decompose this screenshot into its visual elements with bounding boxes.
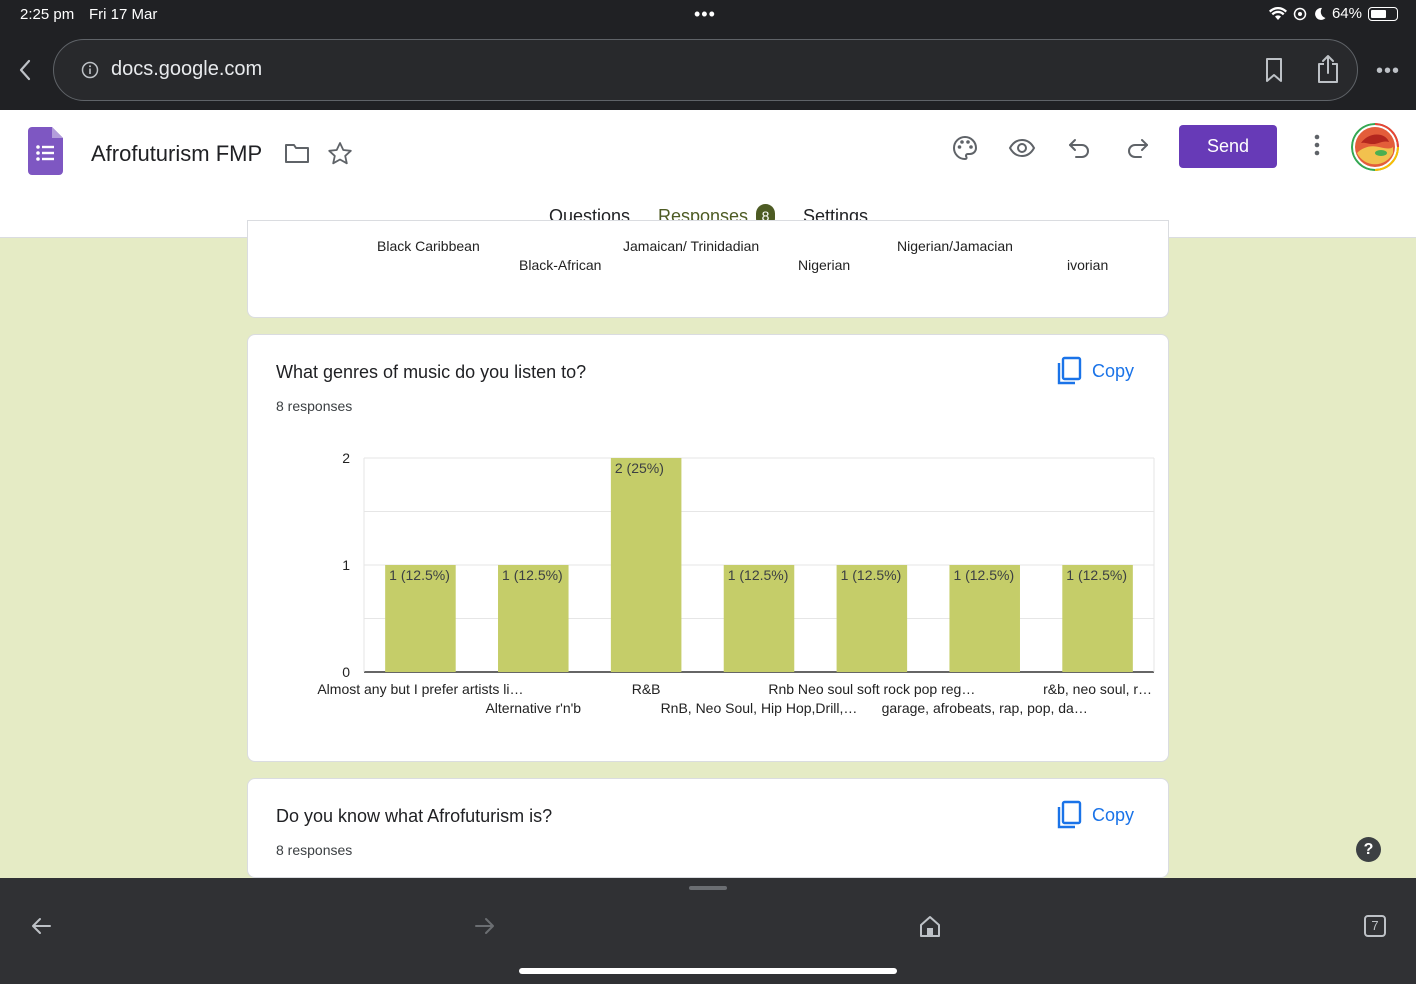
folder-icon[interactable]: [284, 142, 310, 164]
y-tick-label: 2: [342, 450, 350, 466]
send-button[interactable]: Send: [1179, 125, 1277, 168]
account-avatar[interactable]: [1351, 123, 1399, 171]
undo-icon[interactable]: [1066, 134, 1094, 162]
wifi-icon: [1268, 6, 1287, 20]
chart-bar: [385, 565, 456, 672]
address-bar[interactable]: docs.google.com: [53, 39, 1358, 101]
prev-chart-x-label: Black Caribbean: [377, 238, 480, 254]
battery-icon: [1368, 6, 1398, 21]
copy-label: Copy: [1092, 360, 1135, 381]
battery-fill: [1371, 9, 1387, 18]
prev-chart-x-label: Black-African: [519, 257, 602, 273]
prev-chart-x-label: Nigerian/Jamacian: [897, 238, 1013, 254]
prev-chart-x-label: ivorian: [1067, 257, 1109, 273]
response-count: 8 responses: [276, 398, 353, 414]
share-icon[interactable]: [1316, 54, 1340, 84]
moon-icon: [1315, 7, 1326, 20]
bookmark-icon[interactable]: [1264, 57, 1284, 83]
prev-chart-x-label: Nigerian: [798, 257, 851, 273]
bar-data-label: 1 (12.5%): [841, 567, 902, 583]
previous-question-card: Black Caribbean Black-African Jamaican/ …: [247, 220, 1169, 318]
x-tick-label: RnB, Neo Soul, Hip Hop,Drill,…: [661, 700, 858, 716]
x-tick-label: r&b, neo soul, r…: [1043, 681, 1152, 697]
more-menu-icon[interactable]: •••: [1376, 60, 1401, 82]
chart-bar: [949, 565, 1020, 672]
bar-data-label: 1 (12.5%): [1066, 567, 1127, 583]
help-button[interactable]: ?: [1356, 837, 1381, 862]
forms-header: Afrofuturism FMP Send Questions Response…: [0, 110, 1416, 238]
redo-icon[interactable]: [1123, 134, 1151, 162]
back-arrow-icon[interactable]: [29, 914, 53, 938]
info-icon[interactable]: [81, 61, 99, 79]
prev-chart-x-label: Jamaican/ Trinidadian: [623, 238, 760, 254]
location-lock-icon: [1293, 7, 1307, 20]
genres-bar-chart: 0 1 2 1 (12.5%) Almost any but I prefer arti…: [317, 450, 1155, 716]
question-card-afrofuturism: Do you know what Afrofuturism is? 8 resp…: [247, 778, 1169, 878]
status-right: 64%: [1268, 5, 1398, 22]
palette-icon[interactable]: [951, 134, 979, 162]
x-tick-label: garage, afrobeats, rap, pop, da…: [882, 700, 1088, 716]
google-forms-logo-icon[interactable]: [28, 127, 63, 175]
x-tick-label: R&B: [632, 681, 661, 697]
question-title: What genres of music do you listen to?: [276, 362, 587, 382]
response-count: 8 responses: [276, 842, 353, 858]
bar-data-label: 1 (12.5%): [502, 567, 563, 583]
x-tick-label: Rnb Neo soul soft rock pop reg…: [768, 681, 975, 697]
bar-data-label: 1 (12.5%): [953, 567, 1014, 583]
status-date: Fri 17 Mar: [89, 6, 158, 23]
bar-data-label: 1 (12.5%): [728, 567, 789, 583]
star-icon[interactable]: [327, 141, 353, 165]
x-tick-label: Alternative r'n'b: [485, 700, 581, 716]
more-vert-icon[interactable]: [1307, 132, 1327, 158]
copy-chart-button[interactable]: Copy: [1056, 800, 1134, 830]
tab-switcher-button[interactable]: 7: [1364, 915, 1386, 937]
form-title[interactable]: Afrofuturism FMP: [91, 141, 263, 166]
y-tick-label: 0: [342, 664, 350, 680]
y-tick-label: 1: [342, 557, 350, 573]
sheet-grabber[interactable]: [689, 886, 727, 890]
home-indicator[interactable]: [519, 968, 897, 974]
bar-data-label: 2 (25%): [615, 460, 664, 476]
url-text: docs.google.com: [111, 58, 263, 80]
chart-bar: [836, 565, 908, 672]
multitasking-dots[interactable]: •••: [694, 4, 716, 24]
copy-icon: [1057, 800, 1082, 829]
chevron-left-icon[interactable]: [14, 57, 38, 83]
status-time: 2:25 pm: [20, 6, 75, 23]
chart-bar: [723, 565, 795, 672]
forward-arrow-icon[interactable]: [473, 914, 497, 938]
home-icon[interactable]: [918, 914, 942, 938]
chart-bar: [498, 565, 569, 672]
copy-label: Copy: [1092, 804, 1135, 825]
preview-eye-icon[interactable]: [1008, 134, 1036, 162]
browser-toolbar: docs.google.com •••: [0, 30, 1416, 110]
chart-bar: [1062, 565, 1133, 672]
question-card-genres: What genres of music do you listen to? 8…: [247, 334, 1169, 762]
copy-chart-button[interactable]: Copy: [1056, 356, 1134, 386]
browser-bottom-toolbar: 7: [0, 878, 1416, 984]
copy-icon: [1057, 356, 1082, 385]
chart-bar: [610, 458, 682, 672]
question-title: Do you know what Afrofuturism is?: [276, 806, 553, 826]
battery-percent: 64%: [1331, 5, 1362, 22]
bar-data-label: 1 (12.5%): [389, 567, 450, 583]
x-tick-label: Almost any but I prefer artists li…: [317, 681, 523, 697]
status-bar: 2:25 pm Fri 17 Mar ••• 64%: [0, 0, 1416, 30]
